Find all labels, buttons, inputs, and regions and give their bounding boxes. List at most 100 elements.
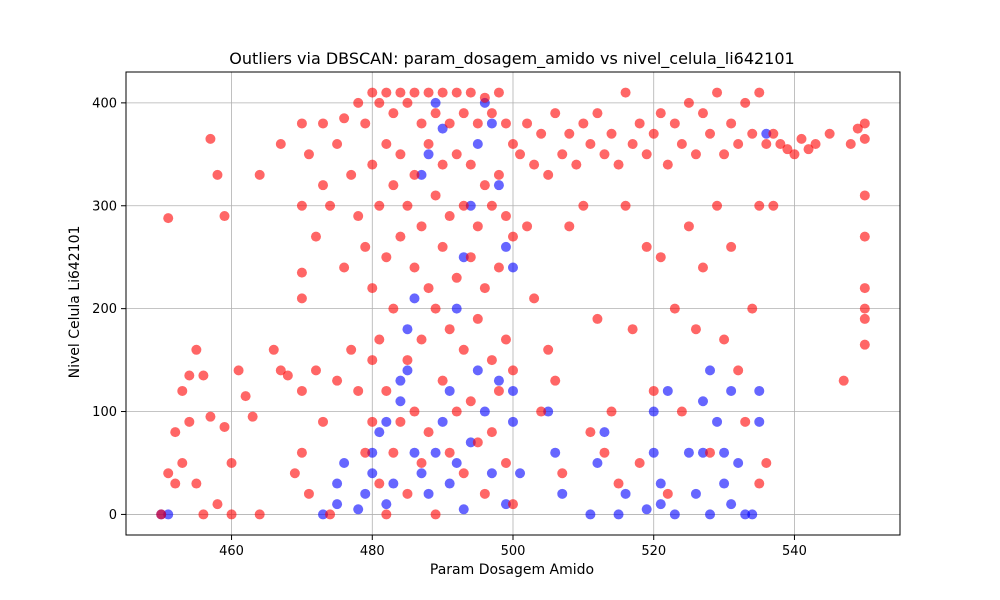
scatter-point — [402, 97, 413, 108]
y-axis-label: Nivel Celula Li642101 — [67, 226, 83, 379]
scatter-point — [395, 375, 406, 386]
scatter-point — [719, 478, 730, 489]
scatter-point — [170, 427, 181, 438]
scatter-point — [226, 509, 237, 520]
scatter-point — [409, 406, 420, 417]
scatter-point — [479, 406, 490, 417]
scatter-point — [381, 499, 392, 510]
scatter-point — [353, 385, 364, 396]
scatter-point — [296, 447, 307, 458]
scatter-point — [726, 118, 737, 129]
scatter-point — [325, 200, 336, 211]
scatter-point — [289, 468, 300, 479]
scatter-point — [803, 144, 814, 155]
scatter-point — [367, 416, 378, 427]
scatter-point — [310, 231, 321, 242]
scatter-point — [402, 355, 413, 366]
scatter-point — [733, 365, 744, 376]
scatter-point — [550, 108, 561, 119]
scatter-point — [212, 169, 223, 180]
scatter-point — [508, 499, 518, 510]
scatter-point — [465, 87, 476, 98]
scatter-point — [437, 159, 448, 170]
scatter-point — [444, 211, 455, 222]
scatter-point — [824, 128, 835, 139]
scatter-point — [522, 118, 533, 129]
scatter-point — [381, 252, 392, 263]
scatter-point — [493, 169, 504, 180]
scatter-point — [852, 123, 863, 134]
scatter-point — [205, 133, 216, 144]
scatter-point — [296, 293, 307, 304]
scatter-point — [374, 427, 385, 438]
scatter-point — [318, 509, 329, 520]
scatter-point — [669, 303, 680, 314]
scatter-point — [529, 293, 540, 304]
scatter-point — [859, 303, 870, 314]
scatter-point — [620, 488, 631, 499]
scatter-point — [409, 293, 420, 304]
scatter-point — [859, 313, 870, 324]
scatter-point — [423, 283, 434, 294]
scatter-point — [465, 396, 476, 407]
scatter-point — [655, 252, 666, 263]
scatter-point — [641, 149, 652, 160]
scatter-point — [346, 344, 357, 355]
scatter-point — [599, 427, 610, 438]
scatter-point — [367, 283, 378, 294]
scatter-point — [388, 180, 399, 191]
y-tick-label: 400 — [92, 96, 117, 111]
scatter-point — [465, 252, 476, 263]
scatter-point — [416, 468, 427, 479]
scatter-point — [191, 478, 202, 489]
x-tick-label: 480 — [360, 544, 385, 559]
scatter-point — [367, 447, 378, 458]
scatter-point — [571, 159, 582, 170]
scatter-point — [388, 303, 399, 314]
scatter-point — [360, 447, 371, 458]
scatter-point — [620, 87, 631, 98]
scatter-point — [648, 385, 659, 396]
scatter-point — [592, 108, 603, 119]
scatter-point — [493, 375, 504, 386]
scatter-point — [170, 478, 181, 489]
scatter-point — [254, 169, 265, 180]
scatter-point — [500, 457, 511, 468]
scatter-point — [198, 509, 209, 520]
scatter-point — [177, 385, 188, 396]
scatter-point — [500, 334, 511, 345]
scatter-point — [303, 149, 314, 160]
scatter-point — [500, 499, 511, 510]
axis-ticks: 460 480 500 520 540 0 100 200 300 400 — [92, 96, 807, 559]
scatter-point — [500, 118, 511, 129]
scatter-point — [606, 406, 617, 417]
scatter-point — [310, 365, 321, 376]
scatter-point — [395, 416, 406, 427]
scatter-point — [493, 385, 504, 396]
scatter-point — [655, 478, 666, 489]
scatter-point — [395, 149, 406, 160]
scatter-point — [859, 231, 870, 242]
scatter-point — [705, 447, 716, 458]
scatter-point — [381, 509, 392, 520]
scatter-point — [409, 262, 420, 273]
scatter-point — [353, 211, 364, 222]
scatter-point — [697, 447, 708, 458]
scatter-point — [451, 272, 462, 283]
scatter-point — [275, 139, 286, 150]
scatter-point — [416, 169, 427, 180]
scatter-point — [705, 128, 716, 139]
scatter-point — [219, 211, 230, 222]
scatter-point — [508, 231, 518, 242]
scatter-point — [761, 128, 772, 139]
scatter-point — [423, 149, 434, 160]
scatter-point — [423, 427, 434, 438]
scatter-point — [416, 334, 427, 345]
scatter-point — [768, 200, 779, 211]
scatter-point — [479, 283, 490, 294]
scatter-point — [444, 478, 455, 489]
scatter-point — [845, 139, 856, 150]
scatter-point — [493, 87, 504, 98]
scatter-point — [669, 509, 680, 520]
scatter-point — [430, 447, 441, 458]
